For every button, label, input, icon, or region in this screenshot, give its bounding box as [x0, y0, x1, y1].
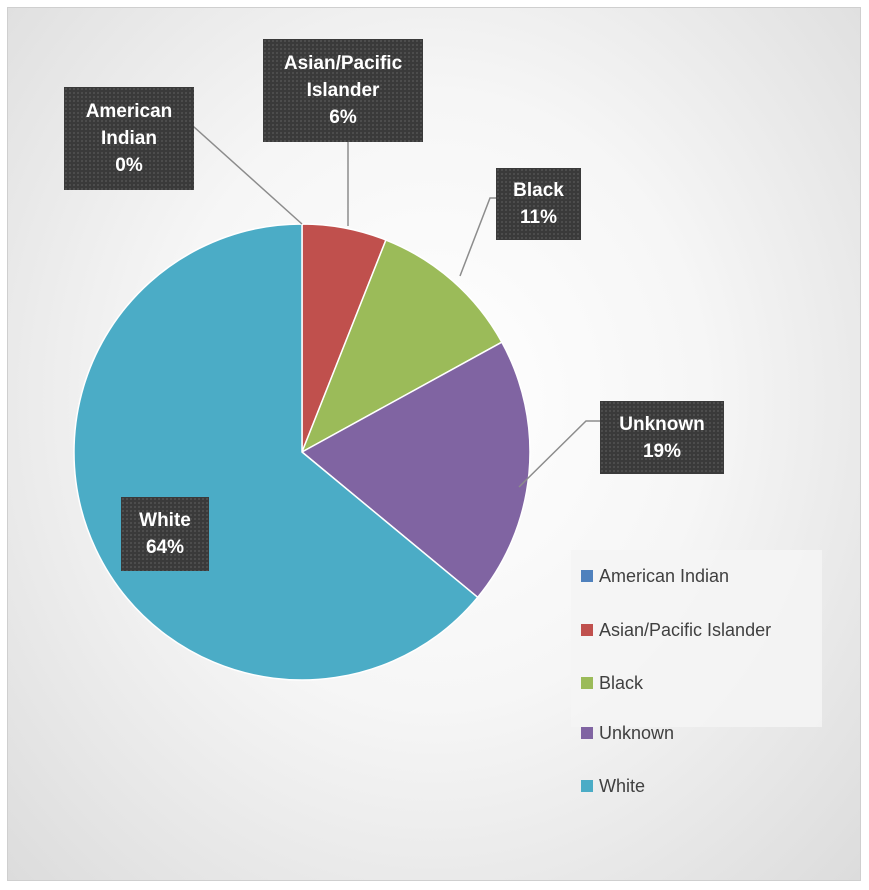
- legend-swatch: [581, 727, 593, 739]
- label-black-pct: 11%: [520, 207, 557, 228]
- legend-item-unknown: Unknown: [581, 722, 674, 744]
- legend-swatch: [581, 570, 593, 582]
- legend-label: Unknown: [599, 722, 675, 743]
- label-unknown-name: Unknown: [619, 413, 705, 435]
- label-white: White 64%: [121, 497, 209, 571]
- legend-label: American Indian: [599, 565, 730, 586]
- legend-item-white: White: [581, 775, 645, 797]
- pie-slice-unknown: [300, 341, 531, 599]
- legend-item-asian-pacific: Asian/Pacific Islander: [581, 619, 771, 641]
- label-asian-pacific-line2: Islander: [306, 80, 380, 101]
- leader-line: [518, 420, 600, 488]
- label-asian-pacific: Asian/Pacific Islander 6%: [263, 39, 423, 142]
- label-american-indian: American Indian 0%: [64, 87, 194, 190]
- legend-item-black: Black: [581, 672, 643, 694]
- legend-swatch: [581, 624, 593, 636]
- label-asian-pacific-line1: Asian/Pacific: [283, 53, 403, 74]
- legend-label: White: [599, 775, 646, 796]
- label-unknown: Unknown 19%: [600, 401, 724, 474]
- label-american-indian-line1: American: [85, 101, 173, 122]
- pie-slice-black: [300, 239, 503, 454]
- legend: American Indian Asian/Pacific Islander B…: [571, 550, 822, 727]
- leader-line: [459, 197, 496, 277]
- label-american-indian-pct: 0%: [115, 155, 143, 176]
- legend-label: Black: [599, 672, 644, 693]
- label-black-name: Black: [513, 180, 564, 201]
- legend-item-american-indian: American Indian: [581, 565, 729, 587]
- label-black: Black 11%: [496, 168, 581, 240]
- label-american-indian-line2: Indian: [101, 128, 157, 149]
- label-asian-pacific-pct: 6%: [329, 107, 357, 128]
- legend-swatch: [581, 677, 593, 689]
- legend-swatch: [581, 780, 593, 792]
- label-white-name: White: [139, 510, 191, 531]
- label-white-pct: 64%: [145, 537, 185, 558]
- label-unknown-pct: 19%: [642, 440, 682, 462]
- legend-label: Asian/Pacific Islander: [599, 619, 772, 640]
